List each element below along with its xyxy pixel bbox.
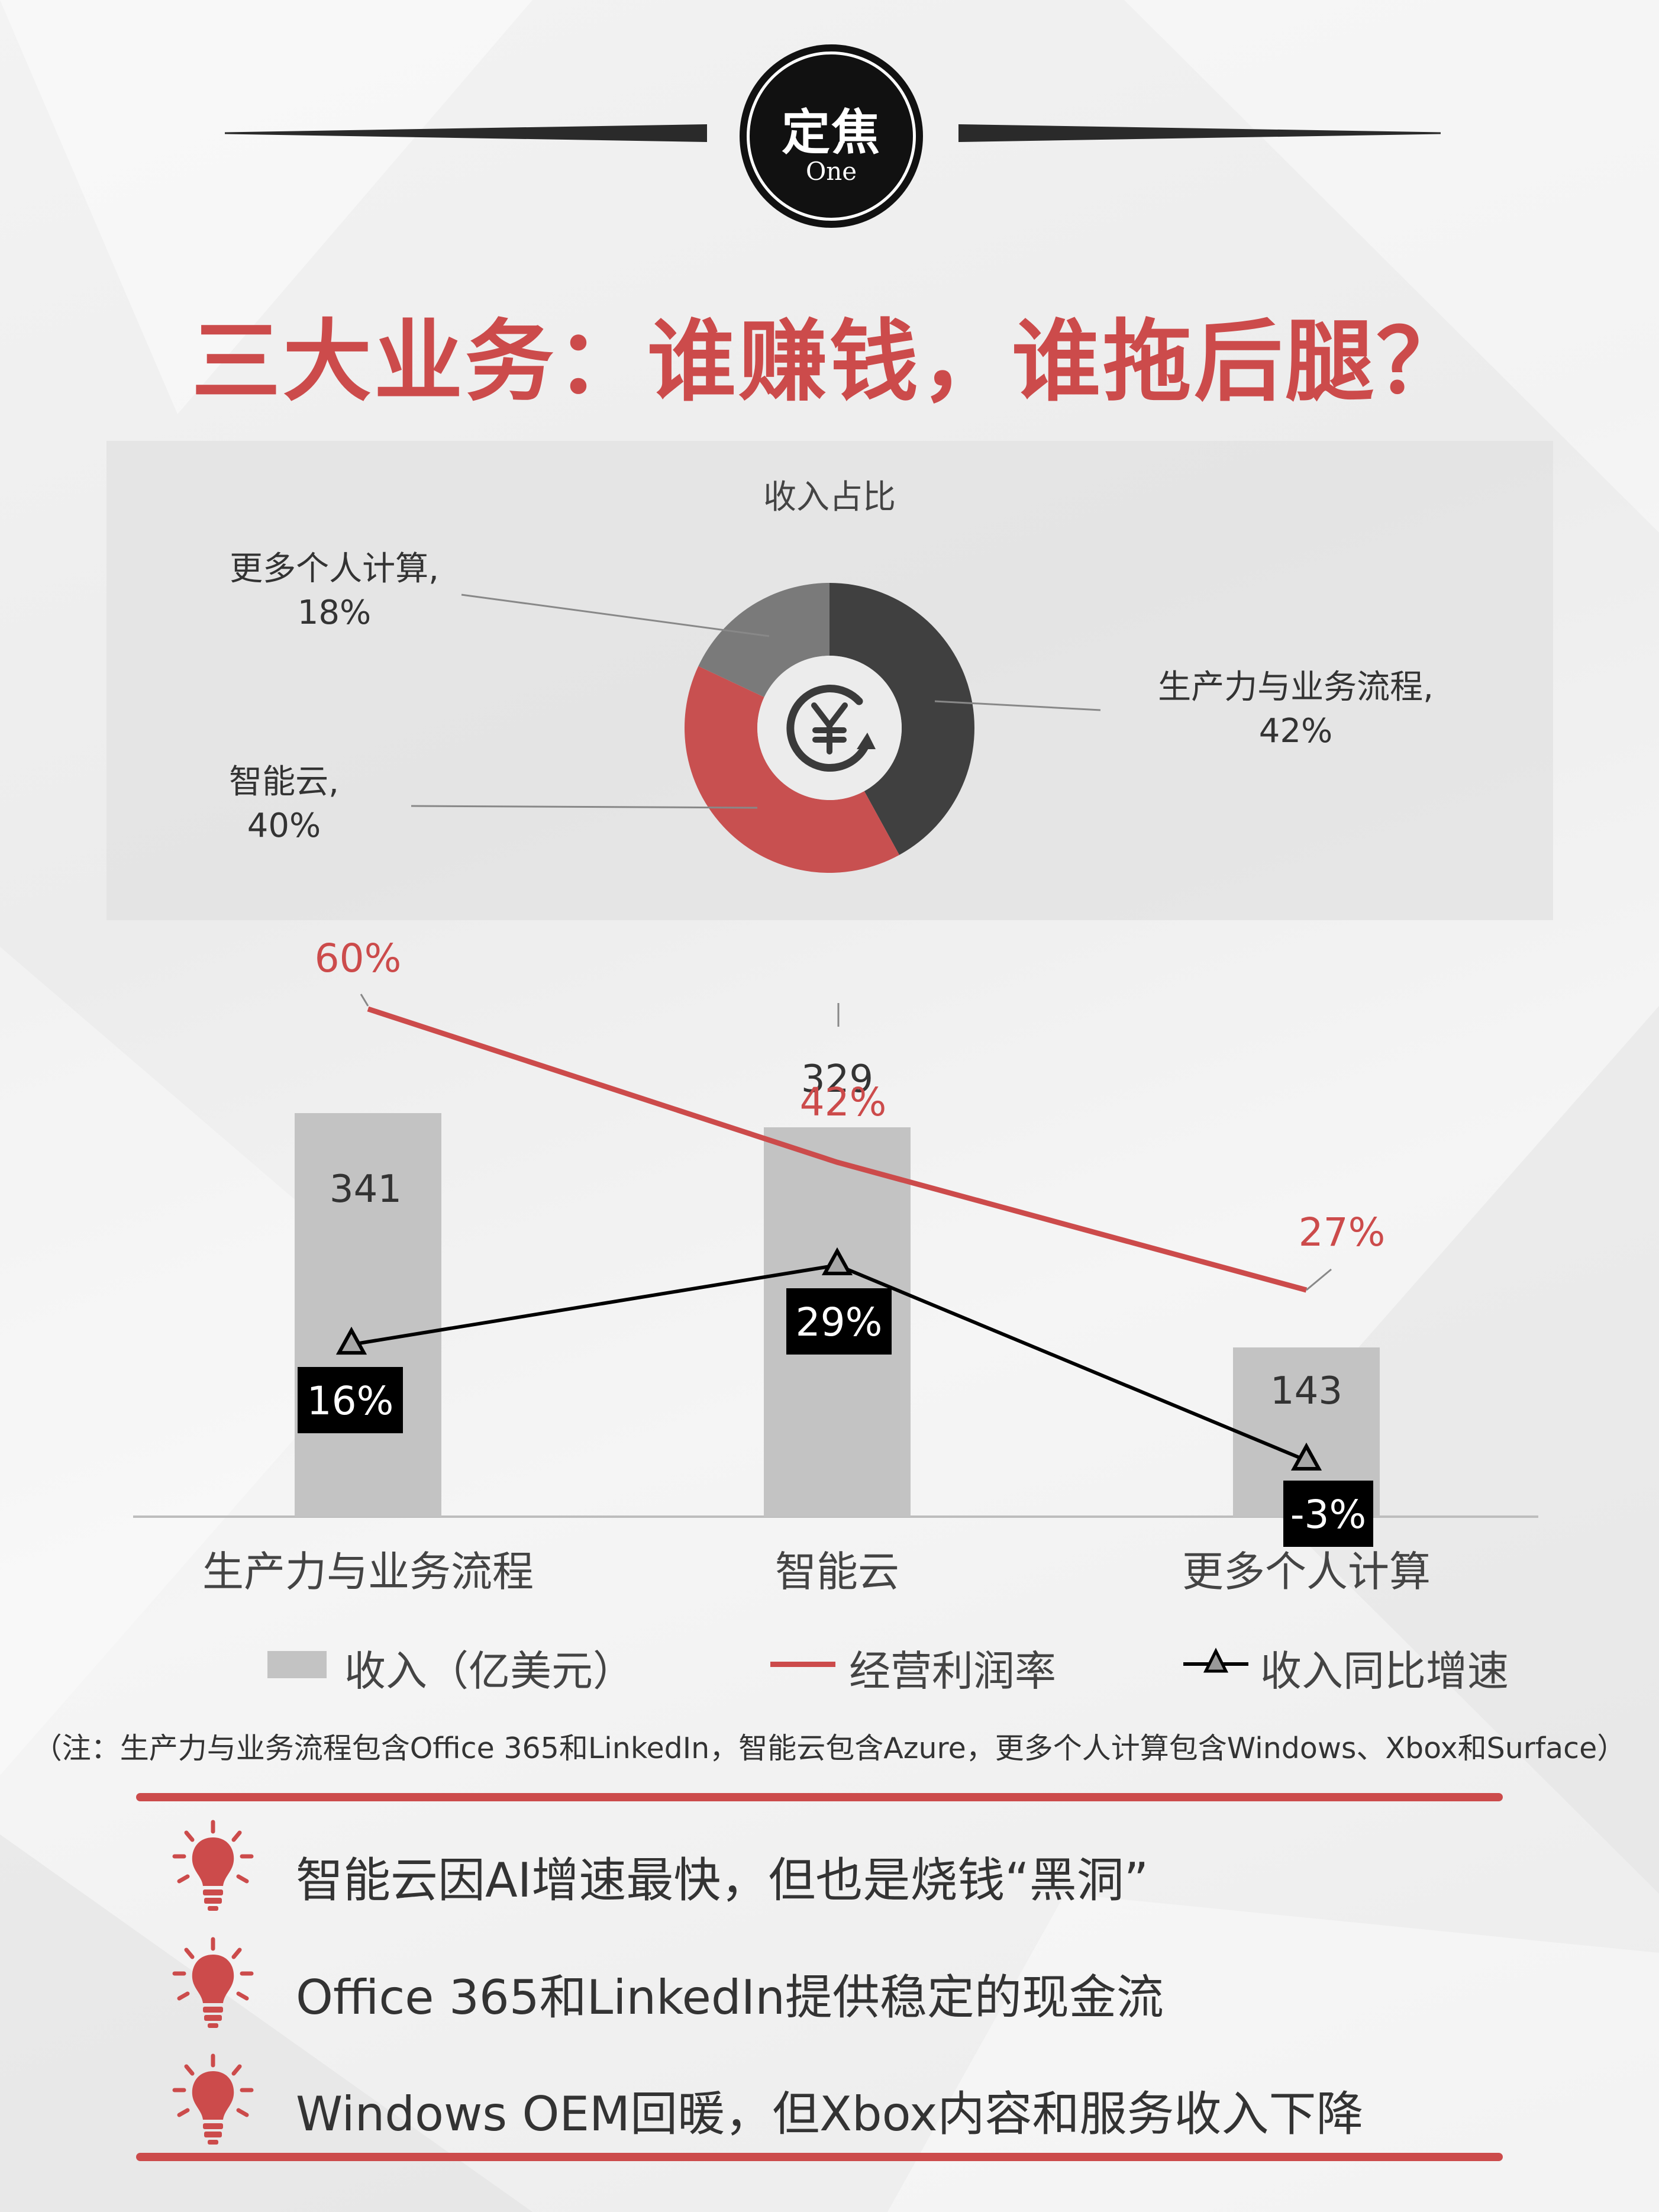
revenue-label-personal-computing: 143	[1270, 1369, 1342, 1413]
lightbulb-icon	[172, 1820, 254, 1911]
donut-slice-cloud	[685, 666, 900, 873]
donut-label-pct: 42%	[1258, 712, 1333, 750]
category-label-cloud: 智能云	[775, 1547, 899, 1596]
growth-label-bg-personal-computing	[1283, 1481, 1373, 1547]
legend-swatch-growth	[1183, 1647, 1248, 1673]
donut-slice-productivity	[830, 583, 974, 855]
donut-label-pct: 40%	[247, 807, 321, 845]
yen-glyph	[811, 702, 848, 754]
brand-badge: 定焦 One	[740, 44, 923, 228]
footnote: （注：生产力与业务流程包含Office 365和LinkedIn，智能云包含Az…	[33, 1731, 1626, 1765]
donut-label-name: 智能云,	[229, 763, 339, 801]
takeaway-text: 智能云因AI增速最快，但也是烧钱“黑洞”	[296, 1853, 1149, 1908]
badge-subtitle: One	[805, 157, 857, 186]
donut-leader-line	[461, 594, 770, 637]
donut-leader-line	[411, 805, 758, 809]
badge-title: 定焦	[781, 105, 881, 161]
growth-marker-cloud	[821, 1247, 853, 1275]
margin-label-productivity: 60%	[315, 936, 402, 981]
donut-label-name: 生产力与业务流程,	[1158, 668, 1434, 707]
margin-label-leader	[360, 994, 369, 1007]
revenue-label-cloud: 329	[801, 1057, 873, 1101]
yen-coin-arrow	[857, 733, 876, 749]
growth-label-productivity: 16%	[307, 1378, 394, 1424]
growth-label-cloud: 29%	[796, 1300, 883, 1345]
legend-label-growth: 收入同比增速	[1260, 1647, 1509, 1695]
legend-label-revenue: 收入（亿美元）	[344, 1647, 634, 1695]
donut-slice-personal-computing	[698, 583, 830, 698]
margin-line	[367, 1006, 1308, 1293]
divider-bottom	[136, 2153, 1503, 2161]
divider-top	[136, 1793, 1503, 1801]
legend-swatch-revenue	[267, 1651, 327, 1678]
yen-coin-icon	[786, 685, 876, 772]
donut-label-personal-computing: 更多个人计算, 18%	[201, 547, 467, 635]
margin-label-personal-computing: 27%	[1299, 1210, 1386, 1255]
legend-label-margin: 经营利润率	[849, 1647, 1056, 1695]
donut-leader-line	[934, 700, 1101, 711]
donut-title: 收入占比	[763, 478, 896, 517]
growth-label-personal-computing: -3%	[1290, 1492, 1367, 1537]
donut-label-productivity: 生产力与业务流程, 42%	[1124, 666, 1467, 753]
category-label-personal-computing: 更多个人计算	[1182, 1547, 1431, 1596]
lightbulb-icon	[172, 2053, 254, 2145]
donut-label-pct: 18%	[297, 594, 372, 632]
revenue-bar-productivity	[295, 1113, 441, 1517]
growth-label-bg-cloud	[786, 1288, 892, 1355]
margin-label-leader	[1306, 1268, 1332, 1291]
yen-coin-ring	[786, 685, 869, 772]
revenue-label-productivity: 341	[330, 1168, 402, 1211]
donut-label-name: 更多个人计算,	[230, 550, 439, 588]
page-title: 三大业务：谁赚钱，谁拖后腿？	[191, 311, 1467, 414]
growth-label-bg-productivity	[298, 1367, 403, 1433]
donut-label-cloud: 智能云, 40%	[195, 760, 373, 848]
legend-swatch-margin	[770, 1662, 835, 1667]
category-label-productivity: 生产力与业务流程	[202, 1547, 534, 1596]
badge-ring	[747, 51, 916, 221]
takeaway-text: Windows OEM回暖，但Xbox内容和服务收入下降	[296, 2087, 1364, 2142]
margin-label-cloud: 42%	[800, 1079, 887, 1125]
takeaway-text: Office 365和LinkedIn提供稳定的现金流	[296, 1970, 1164, 2025]
growth-marker-productivity	[335, 1326, 367, 1355]
growth-marker-personal-computing	[1290, 1442, 1322, 1471]
lightbulb-icon	[172, 1937, 254, 2028]
